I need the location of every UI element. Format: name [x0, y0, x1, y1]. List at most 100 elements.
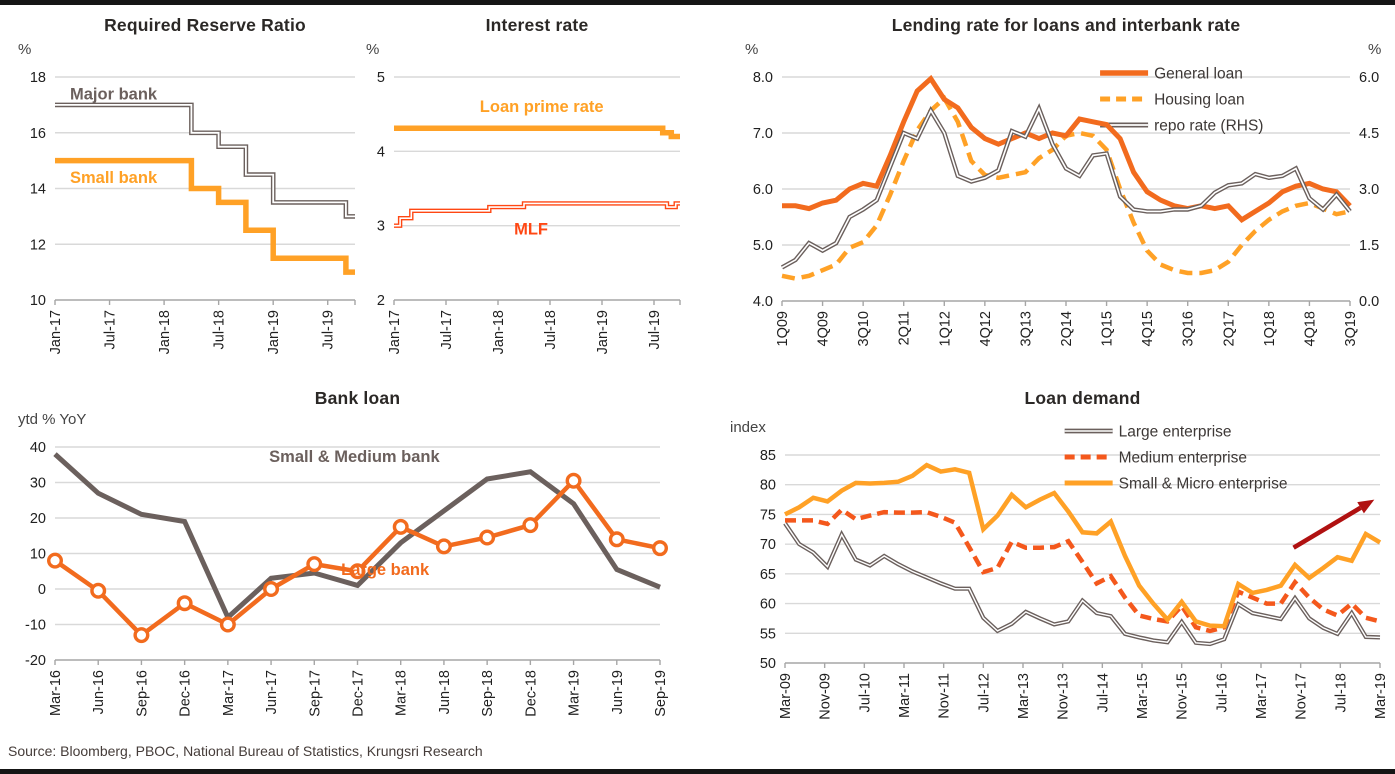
- svg-text:4Q12: 4Q12: [978, 311, 994, 346]
- chart-title: Interest rate: [485, 15, 589, 35]
- svg-text:3Q19: 3Q19: [1343, 311, 1359, 346]
- svg-text:Large bank: Large bank: [341, 561, 430, 579]
- svg-text:12: 12: [30, 237, 46, 253]
- svg-text:Sep-16: Sep-16: [134, 670, 150, 717]
- svg-text:Housing loan: Housing loan: [1154, 92, 1244, 109]
- svg-text:4Q15: 4Q15: [1140, 311, 1156, 346]
- svg-text:Jan-18: Jan-18: [157, 310, 173, 354]
- svg-text:Mar-15: Mar-15: [1135, 673, 1151, 719]
- svg-text:Jun-18: Jun-18: [437, 670, 453, 714]
- svg-text:Mar-17: Mar-17: [1254, 673, 1270, 719]
- svg-text:Jan-19: Jan-19: [595, 310, 611, 354]
- svg-text:1Q12: 1Q12: [937, 311, 953, 346]
- svg-text:Loan prime rate: Loan prime rate: [480, 98, 604, 116]
- y-axis-unit-label: %: [18, 41, 32, 58]
- svg-text:Nov-15: Nov-15: [1175, 673, 1191, 720]
- svg-text:0.0: 0.0: [1359, 294, 1379, 310]
- svg-text:Mar-19: Mar-19: [567, 670, 583, 716]
- svg-text:MLF: MLF: [514, 221, 548, 239]
- svg-text:Mar-13: Mar-13: [1016, 673, 1032, 719]
- svg-text:Dec-16: Dec-16: [178, 670, 194, 717]
- svg-text:Jan-17: Jan-17: [387, 310, 403, 354]
- svg-text:85: 85: [760, 448, 776, 464]
- chart-title: Bank loan: [314, 388, 401, 408]
- svg-text:Mar-17: Mar-17: [221, 670, 237, 716]
- chart-title: Required Reserve Ratio: [104, 15, 306, 35]
- svg-text:Nov-11: Nov-11: [937, 673, 953, 719]
- svg-text:6.0: 6.0: [753, 182, 773, 198]
- svg-text:4.5: 4.5: [1359, 126, 1379, 142]
- svg-text:Dec-17: Dec-17: [351, 670, 367, 717]
- svg-text:Jul-18: Jul-18: [212, 310, 228, 350]
- chart-interest-rate: Interest rate % 5 4 3 2 Jan-17 Jul-17 Jan-18 Ju…: [366, 10, 690, 374]
- svg-text:16: 16: [30, 126, 46, 142]
- svg-text:Jul-18: Jul-18: [543, 310, 559, 350]
- svg-text:repo rate (RHS): repo rate (RHS): [1154, 118, 1263, 135]
- svg-text:Jul-12: Jul-12: [976, 673, 992, 713]
- svg-text:Small & Micro enterprise: Small & Micro enterprise: [1119, 476, 1288, 493]
- svg-text:General loan: General loan: [1154, 66, 1243, 83]
- svg-text:4Q09: 4Q09: [816, 311, 832, 346]
- svg-text:Sep-17: Sep-17: [307, 670, 323, 717]
- svg-text:75: 75: [760, 507, 776, 523]
- y-axis-unit-label-right: %: [1368, 41, 1382, 58]
- svg-text:Jun-17: Jun-17: [264, 670, 280, 714]
- svg-text:1Q18: 1Q18: [1262, 311, 1278, 346]
- svg-text:4Q18: 4Q18: [1302, 311, 1318, 346]
- svg-text:-10: -10: [25, 618, 46, 634]
- chart-required-reserve-ratio: Required Reserve Ratio % 18 16 14 12 10 Jan-1…: [8, 10, 370, 374]
- svg-text:Jan-19: Jan-19: [266, 310, 282, 354]
- svg-text:Nov-09: Nov-09: [818, 673, 834, 720]
- svg-text:14: 14: [30, 182, 46, 198]
- chart-title: Lending rate for loans and interbank rat…: [891, 15, 1241, 35]
- svg-text:3Q10: 3Q10: [856, 311, 872, 346]
- svg-text:Nov-13: Nov-13: [1056, 673, 1072, 720]
- svg-text:2: 2: [377, 293, 385, 309]
- svg-text:Sep-19: Sep-19: [653, 670, 669, 717]
- svg-text:7.0: 7.0: [753, 126, 773, 142]
- svg-text:55: 55: [760, 626, 776, 642]
- svg-text:Mar-18: Mar-18: [394, 670, 410, 716]
- svg-text:70: 70: [760, 537, 776, 553]
- svg-text:3Q16: 3Q16: [1181, 311, 1197, 346]
- svg-text:0: 0: [38, 582, 46, 598]
- svg-text:30: 30: [30, 476, 46, 492]
- svg-text:Nov-17: Nov-17: [1294, 673, 1310, 720]
- page-border-bottom: [0, 769, 1395, 774]
- svg-text:10: 10: [30, 547, 46, 563]
- svg-text:20: 20: [30, 511, 46, 527]
- svg-text:5: 5: [377, 70, 385, 86]
- svg-text:Jul-19: Jul-19: [647, 310, 663, 350]
- svg-text:2Q14: 2Q14: [1059, 311, 1075, 346]
- svg-text:1Q09: 1Q09: [775, 311, 791, 346]
- svg-text:2Q17: 2Q17: [1221, 311, 1237, 346]
- svg-text:Medium enterprise: Medium enterprise: [1119, 450, 1247, 467]
- svg-text:2Q11: 2Q11: [897, 311, 913, 345]
- chart-canvas: 8.0 6.0 7.0 4.5 6.0 3.0 5.0 1.5 4.0 0.0 1Q09 4Q09 3Q…: [753, 66, 1379, 347]
- svg-text:8.0: 8.0: [753, 70, 773, 86]
- chart-lending-rate-interbank: Lending rate for loans and interbank rat…: [692, 10, 1395, 374]
- svg-text:Jul-14: Jul-14: [1095, 673, 1111, 713]
- svg-text:Jul-17: Jul-17: [439, 310, 455, 350]
- svg-text:50: 50: [760, 656, 776, 672]
- svg-text:Jan-18: Jan-18: [491, 310, 507, 354]
- svg-text:Jul-19: Jul-19: [321, 310, 337, 350]
- svg-text:3: 3: [377, 219, 385, 235]
- svg-text:Major bank: Major bank: [70, 85, 158, 103]
- svg-text:Jun-16: Jun-16: [91, 670, 107, 714]
- svg-text:Jul-16: Jul-16: [1214, 673, 1230, 713]
- svg-text:Mar-09: Mar-09: [778, 673, 794, 719]
- svg-text:Jun-19: Jun-19: [610, 670, 626, 714]
- svg-text:Mar-19: Mar-19: [1373, 673, 1389, 719]
- svg-text:4.0: 4.0: [753, 294, 773, 310]
- svg-text:Sep-18: Sep-18: [480, 670, 496, 717]
- svg-text:18: 18: [30, 70, 46, 86]
- source-note: Source: Bloomberg, PBOC, National Bureau…: [8, 743, 483, 759]
- svg-text:3.0: 3.0: [1359, 182, 1379, 198]
- chart-loan-demand: Loan demand index 85 80 75 70 65 60 55 50 Mar-09…: [692, 383, 1395, 761]
- svg-text:Jul-17: Jul-17: [103, 310, 119, 350]
